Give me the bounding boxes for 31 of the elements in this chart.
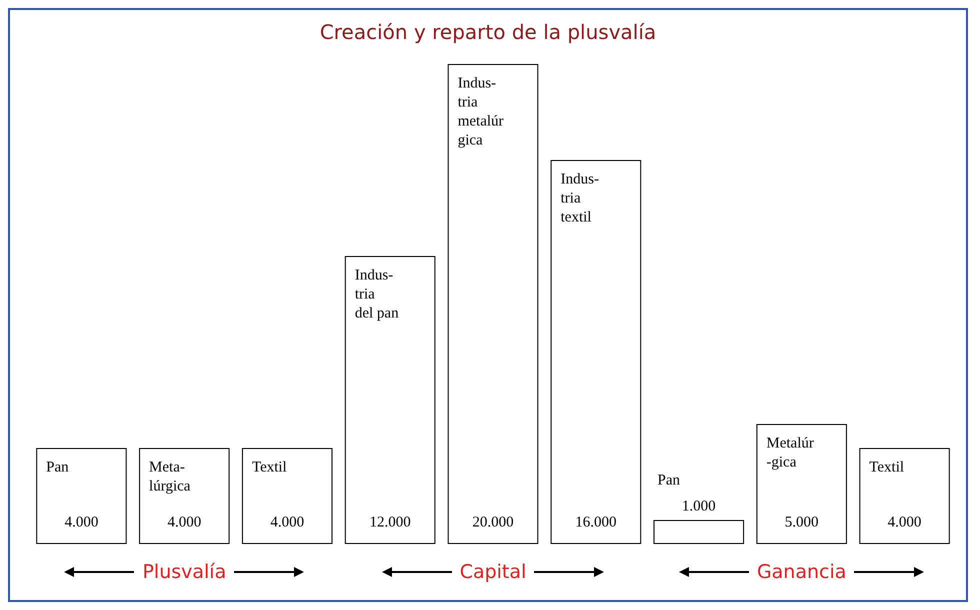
data-label: 4.000 xyxy=(64,514,98,530)
x-tick-label: Pan xyxy=(658,472,681,488)
x-tick-label: Pan xyxy=(46,460,70,476)
data-label: 5.000 xyxy=(784,514,819,530)
text: Plusvalía xyxy=(142,561,226,583)
text: Capital xyxy=(460,561,526,583)
x-tick-label: Indus- tria del pan xyxy=(354,268,400,322)
x-tick-label: Indus- tria metalúr gica xyxy=(458,76,504,148)
data-label: 20.000 xyxy=(472,514,514,530)
chart-title: Creación y reparto de la plusvalía xyxy=(318,19,658,46)
bar xyxy=(448,64,538,544)
data-label: 4.000 xyxy=(270,514,304,530)
bar xyxy=(242,448,332,544)
data-label: 4.000 xyxy=(888,514,922,530)
data-label: 4.000 xyxy=(167,514,202,530)
bar xyxy=(654,520,744,544)
x-tick-label: Textil xyxy=(252,460,287,476)
data-label: 1.000 xyxy=(682,498,716,514)
bar xyxy=(756,424,847,544)
data-label: 16.000 xyxy=(575,514,617,530)
x-tick-label: Textil xyxy=(869,460,904,476)
bar xyxy=(859,448,950,544)
bar xyxy=(36,448,127,544)
bar xyxy=(550,160,642,544)
text: Ganancia xyxy=(756,561,846,583)
x-tick-label: Meta- lúrgica xyxy=(149,460,191,494)
bar xyxy=(139,448,230,544)
data-label: 12.000 xyxy=(369,514,411,530)
x-tick-label: Indus- tria textil xyxy=(560,172,599,226)
x-tick-label: Metalúr -gica xyxy=(766,436,814,470)
bar xyxy=(344,256,436,544)
